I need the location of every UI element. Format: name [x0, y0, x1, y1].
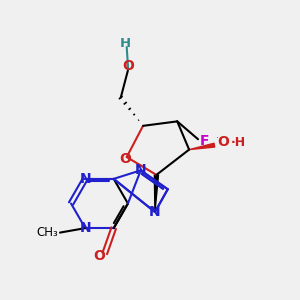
Text: ···: ··· [216, 133, 225, 143]
Text: N: N [135, 163, 146, 177]
Text: N: N [80, 172, 91, 186]
Text: N: N [149, 205, 161, 219]
Text: O: O [94, 249, 105, 263]
Text: ·H: ·H [231, 136, 246, 149]
Text: F: F [200, 134, 209, 148]
Polygon shape [154, 175, 158, 212]
Text: CH₃: CH₃ [37, 226, 58, 239]
Polygon shape [189, 143, 215, 150]
Text: N: N [80, 221, 91, 235]
Text: O: O [119, 152, 131, 167]
Text: O: O [122, 59, 134, 74]
Text: O: O [217, 135, 229, 149]
Text: H: H [120, 37, 131, 50]
